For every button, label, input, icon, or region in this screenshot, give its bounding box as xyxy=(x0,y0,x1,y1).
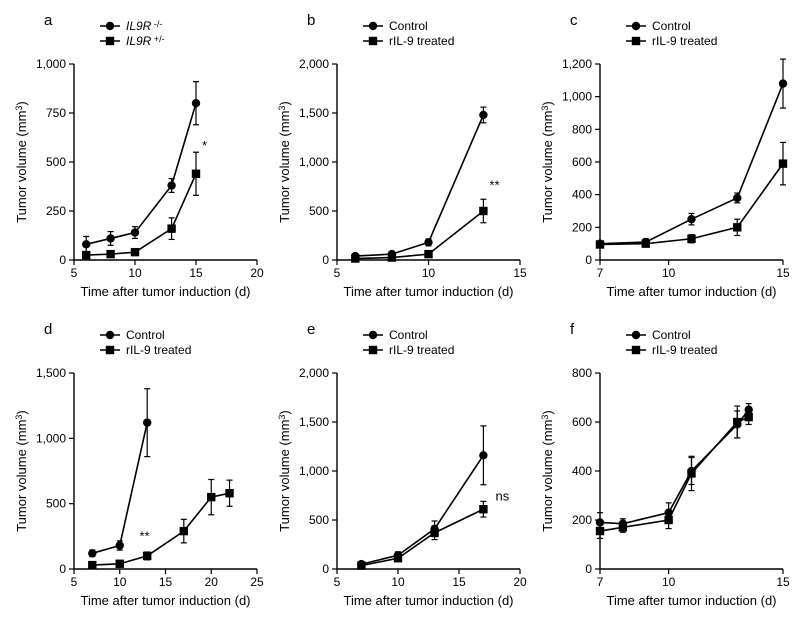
svg-text:Control: Control xyxy=(389,328,428,342)
svg-text:1,000: 1,000 xyxy=(299,464,329,478)
panel-letter: f xyxy=(570,321,574,338)
svg-text:1,500: 1,500 xyxy=(36,366,66,380)
panel-d: d 5 10 15 20 25 0 500 1,000 1,500 Time after tumor… xyxy=(12,321,267,622)
panel-a: a 5 10 15 20 0 250 500 750 1,000 Time after tumor … xyxy=(12,12,267,313)
svg-text:20: 20 xyxy=(250,266,264,280)
svg-text:500: 500 xyxy=(46,496,66,510)
svg-text:Tumor volume (mm3): Tumor volume (mm3) xyxy=(540,101,555,223)
figure-grid: a510152002505007501,000Time after tumor … xyxy=(12,12,787,621)
svg-text:2,000: 2,000 xyxy=(299,57,329,71)
svg-text:1,000: 1,000 xyxy=(562,90,592,104)
svg-text:0: 0 xyxy=(322,562,329,576)
svg-text:ns: ns xyxy=(496,488,510,503)
svg-text:Control: Control xyxy=(652,19,691,33)
svg-text:Time after tumor induction (d): Time after tumor induction (d) xyxy=(80,593,250,608)
svg-text:Tumor volume (mm3): Tumor volume (mm3) xyxy=(14,101,29,223)
panel-f: f 7 10 15 0 200 400 600 800 Time after tumor indu… xyxy=(538,321,793,622)
svg-text:10: 10 xyxy=(662,266,676,280)
svg-text:IL9R +/-: IL9R +/- xyxy=(126,34,165,48)
svg-text:15: 15 xyxy=(159,575,173,589)
panel-letter: a xyxy=(44,12,52,29)
svg-text:**: ** xyxy=(489,177,499,192)
svg-text:10: 10 xyxy=(113,575,127,589)
svg-text:7: 7 xyxy=(597,575,604,589)
svg-text:**: ** xyxy=(139,528,149,543)
svg-text:Tumor volume (mm3): Tumor volume (mm3) xyxy=(277,101,292,223)
svg-text:25: 25 xyxy=(250,575,264,589)
svg-text:15: 15 xyxy=(776,575,790,589)
svg-text:IL9R -/-: IL9R -/- xyxy=(126,19,162,33)
svg-text:10: 10 xyxy=(422,266,436,280)
svg-text:0: 0 xyxy=(59,562,66,576)
svg-text:200: 200 xyxy=(572,513,592,527)
panel-letter: b xyxy=(307,12,315,29)
svg-text:Tumor volume (mm3): Tumor volume (mm3) xyxy=(277,410,292,532)
svg-text:20: 20 xyxy=(513,575,527,589)
svg-text:500: 500 xyxy=(46,155,66,169)
svg-text:15: 15 xyxy=(776,266,790,280)
svg-text:20: 20 xyxy=(205,575,219,589)
svg-text:1,000: 1,000 xyxy=(36,57,66,71)
panel-letter: d xyxy=(44,321,52,338)
svg-text:5: 5 xyxy=(334,266,341,280)
svg-text:10: 10 xyxy=(128,266,142,280)
svg-text:rIL-9 treated: rIL-9 treated xyxy=(652,343,717,357)
svg-text:10: 10 xyxy=(662,575,676,589)
svg-text:15: 15 xyxy=(189,266,203,280)
svg-text:0: 0 xyxy=(585,562,592,576)
svg-text:400: 400 xyxy=(572,464,592,478)
svg-text:Control: Control xyxy=(126,328,165,342)
svg-text:1,500: 1,500 xyxy=(299,106,329,120)
svg-text:Time after tumor induction (d): Time after tumor induction (d) xyxy=(343,284,513,299)
svg-text:0: 0 xyxy=(585,253,592,267)
svg-text:800: 800 xyxy=(572,366,592,380)
svg-text:1,200: 1,200 xyxy=(562,57,592,71)
svg-text:600: 600 xyxy=(572,415,592,429)
svg-text:0: 0 xyxy=(322,253,329,267)
svg-text:rIL-9 treated: rIL-9 treated xyxy=(652,34,717,48)
svg-text:1,000: 1,000 xyxy=(299,155,329,169)
svg-text:15: 15 xyxy=(452,575,466,589)
svg-text:Time after tumor induction (d): Time after tumor induction (d) xyxy=(606,593,776,608)
svg-text:750: 750 xyxy=(46,106,66,120)
panel-c: c 7 10 15 0 200 400 600 800 1,000 1,200 Time after … xyxy=(538,12,793,313)
panel-e: e 5 10 15 20 0 500 1,000 1,500 2,000 Time after tu… xyxy=(275,321,530,622)
svg-text:rIL-9 treated: rIL-9 treated xyxy=(126,343,191,357)
svg-text:rIL-9 treated: rIL-9 treated xyxy=(389,34,454,48)
svg-text:5: 5 xyxy=(71,266,78,280)
panel-b: b 5 10 15 0 500 1,000 1,500 2,000 Time after tumo… xyxy=(275,12,530,313)
svg-text:rIL-9 treated: rIL-9 treated xyxy=(389,343,454,357)
svg-text:*: * xyxy=(202,138,207,153)
svg-text:5: 5 xyxy=(71,575,78,589)
svg-text:Time after tumor induction (d): Time after tumor induction (d) xyxy=(80,284,250,299)
panel-letter: c xyxy=(570,12,578,29)
svg-text:Control: Control xyxy=(652,328,691,342)
svg-text:Time after tumor induction (d): Time after tumor induction (d) xyxy=(343,593,513,608)
svg-text:500: 500 xyxy=(309,204,329,218)
svg-text:Control: Control xyxy=(389,19,428,33)
svg-text:10: 10 xyxy=(391,575,405,589)
svg-text:Tumor volume (mm3): Tumor volume (mm3) xyxy=(540,410,555,532)
svg-text:Tumor volume (mm3): Tumor volume (mm3) xyxy=(14,410,29,532)
svg-text:250: 250 xyxy=(46,204,66,218)
svg-text:1,000: 1,000 xyxy=(36,431,66,445)
svg-text:15: 15 xyxy=(513,266,527,280)
svg-text:600: 600 xyxy=(572,155,592,169)
svg-text:500: 500 xyxy=(309,513,329,527)
svg-text:200: 200 xyxy=(572,220,592,234)
svg-text:800: 800 xyxy=(572,122,592,136)
svg-text:Time after tumor induction (d): Time after tumor induction (d) xyxy=(606,284,776,299)
svg-text:400: 400 xyxy=(572,188,592,202)
svg-text:5: 5 xyxy=(334,575,341,589)
svg-text:0: 0 xyxy=(59,253,66,267)
svg-text:2,000: 2,000 xyxy=(299,366,329,380)
svg-text:7: 7 xyxy=(597,266,604,280)
svg-text:1,500: 1,500 xyxy=(299,415,329,429)
panel-letter: e xyxy=(307,321,315,338)
